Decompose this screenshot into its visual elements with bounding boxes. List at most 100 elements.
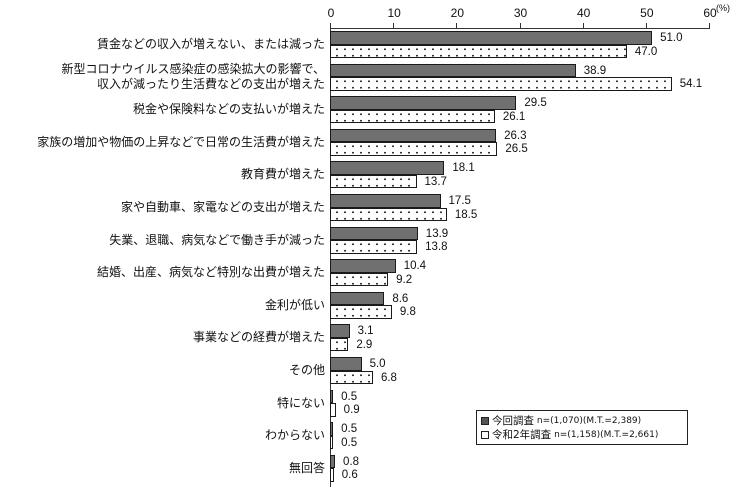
bar-previous-survey bbox=[330, 109, 495, 124]
value-label-previous: 0.6 bbox=[341, 469, 358, 482]
x-tick bbox=[393, 23, 395, 29]
legend-swatch-empty-icon bbox=[481, 431, 489, 439]
bar-previous-survey bbox=[330, 77, 672, 91]
category-label: 結婚、出産、病気など特別な出費が増えた bbox=[97, 265, 325, 280]
category-label: わからない bbox=[265, 428, 325, 443]
value-label-current: 10.4 bbox=[403, 260, 427, 273]
category-label: 教育費が増えた bbox=[241, 167, 325, 182]
bar-previous-survey bbox=[330, 305, 392, 319]
value-label-current: 18.1 bbox=[452, 162, 475, 175]
value-label-previous: 26.1 bbox=[502, 110, 526, 123]
category-label-line: 結婚、出産、病気など特別な出費が増えた bbox=[96, 265, 325, 280]
value-label-current: 0.5 bbox=[341, 423, 358, 436]
category-label: 特にない bbox=[277, 396, 325, 411]
value-label-previous: 0.9 bbox=[343, 404, 360, 417]
category-label-line: 新型コロナウイルス感染症の感染拡大の影響で、 bbox=[61, 62, 325, 77]
category-label-line: 税金や保険料などの支払いが増えた bbox=[132, 102, 325, 117]
bar-previous-survey bbox=[330, 403, 336, 417]
bar-current-survey bbox=[330, 161, 445, 175]
x-tick-label: 40 bbox=[576, 6, 591, 20]
x-tick-label: 50 bbox=[640, 6, 654, 20]
bar-previous-survey bbox=[330, 207, 447, 221]
category-label: 新型コロナウイルス感染症の感染拡大の影響で、 収入が減ったり生活費などの支出が増え… bbox=[61, 62, 325, 92]
legend-detail-previous: n=(1,158)(M.T.=2,661) bbox=[554, 430, 659, 440]
x-tick-label: 10 bbox=[387, 6, 401, 20]
bar-previous-survey bbox=[330, 435, 334, 450]
bar-previous-survey bbox=[330, 370, 373, 384]
value-label-previous: 13.8 bbox=[425, 241, 448, 254]
value-label-current: 29.5 bbox=[524, 97, 547, 110]
bar-current-survey bbox=[330, 389, 334, 404]
bar-current-survey bbox=[330, 454, 336, 469]
category-label: 事業などの経費が増えた bbox=[193, 330, 325, 345]
category-label-line: 失業、退職、病気などで働き手が減った bbox=[109, 232, 325, 247]
value-label-current: 0.8 bbox=[343, 455, 360, 468]
legend-detail-current: n=(1,070)(M.T.=2,389) bbox=[536, 416, 642, 426]
x-tick bbox=[709, 23, 710, 29]
bar-current-survey bbox=[330, 291, 385, 306]
category-label-line: 事業などの経費が増えた bbox=[192, 330, 325, 345]
x-tick bbox=[456, 23, 458, 29]
value-label-current: 3.1 bbox=[357, 325, 374, 338]
legend-item-current: 今回調査 n=(1,070)(M.T.=2,389) bbox=[481, 414, 683, 428]
chart-legend: 今回調査 n=(1,070)(M.T.=2,389) 令和2年調査 n=(1,1… bbox=[476, 410, 688, 445]
category-label-line: 金利が低い bbox=[264, 297, 325, 312]
category-label: 失業、退職、病気などで働き手が減った bbox=[109, 233, 325, 248]
value-label-current: 13.9 bbox=[425, 227, 449, 240]
bar-previous-survey bbox=[330, 142, 498, 156]
category-label-line: 家族の増加や物価の上昇などで日常の生活費が増えた bbox=[37, 134, 325, 149]
category-label-line: 賃金などの収入が増えない、または減った bbox=[96, 37, 325, 51]
value-label-previous: 47.0 bbox=[634, 45, 658, 58]
category-label: 家や自動車、家電などの支出が増えた bbox=[121, 200, 325, 215]
category-label: 無回答 bbox=[289, 461, 325, 476]
value-label-previous: 54.1 bbox=[679, 78, 703, 91]
bar-previous-survey bbox=[330, 240, 418, 254]
x-tick bbox=[519, 23, 521, 29]
legend-swatch-filled-icon bbox=[481, 417, 489, 425]
x-tick-label: 60 bbox=[703, 6, 717, 20]
axis-unit-label: (%) bbox=[716, 3, 730, 13]
value-label-current: 5.0 bbox=[369, 358, 386, 370]
category-label-line: 家や自動車、家電などの支出が増えた bbox=[120, 200, 325, 214]
bar-current-survey bbox=[330, 226, 418, 241]
legend-name-current: 今回調査 bbox=[492, 415, 534, 427]
value-label-current: 17.5 bbox=[448, 195, 471, 207]
x-tick-label: 0 bbox=[327, 6, 335, 20]
value-label-current: 26.3 bbox=[504, 129, 527, 142]
bar-current-survey bbox=[330, 357, 362, 371]
value-label-current: 38.9 bbox=[583, 64, 607, 77]
value-label-previous: 6.8 bbox=[380, 371, 397, 384]
legend-name-previous: 令和2年調査 bbox=[492, 429, 552, 441]
category-label-line: 教育費が増えた bbox=[240, 167, 325, 182]
bar-current-survey bbox=[330, 128, 497, 143]
value-label-previous: 9.8 bbox=[399, 306, 416, 319]
bar-current-survey bbox=[330, 422, 334, 436]
bar-current-survey bbox=[330, 194, 441, 208]
value-label-current: 51.0 bbox=[660, 32, 683, 44]
category-label: 金利が低い bbox=[265, 298, 325, 313]
x-tick bbox=[645, 23, 647, 29]
bar-current-survey bbox=[330, 324, 350, 338]
category-label-line: 特にない bbox=[276, 395, 325, 410]
category-label: 税金や保険料などの支払いが増えた bbox=[133, 102, 325, 117]
bar-previous-survey bbox=[330, 468, 334, 482]
value-label-previous: 13.7 bbox=[424, 175, 447, 188]
value-label-previous: 26.5 bbox=[505, 143, 528, 156]
bar-current-survey bbox=[330, 63, 576, 78]
x-tick bbox=[582, 23, 584, 29]
value-label-previous: 18.5 bbox=[454, 208, 478, 221]
value-label-current: 8.6 bbox=[392, 292, 409, 305]
category-label: その他 bbox=[289, 363, 325, 378]
bar-previous-survey bbox=[330, 44, 627, 58]
bar-current-survey bbox=[330, 96, 517, 110]
bar-current-survey bbox=[330, 259, 396, 273]
y-axis-line bbox=[330, 28, 331, 487]
category-label: 賃金などの収入が増えない、または減った bbox=[97, 37, 325, 52]
value-label-previous: 2.9 bbox=[356, 338, 373, 351]
value-label-previous: 9.2 bbox=[396, 273, 413, 286]
category-label-line: 無回答 bbox=[288, 460, 325, 475]
bar-previous-survey bbox=[330, 272, 389, 287]
x-tick bbox=[330, 23, 331, 29]
bar-previous-survey bbox=[330, 337, 349, 352]
